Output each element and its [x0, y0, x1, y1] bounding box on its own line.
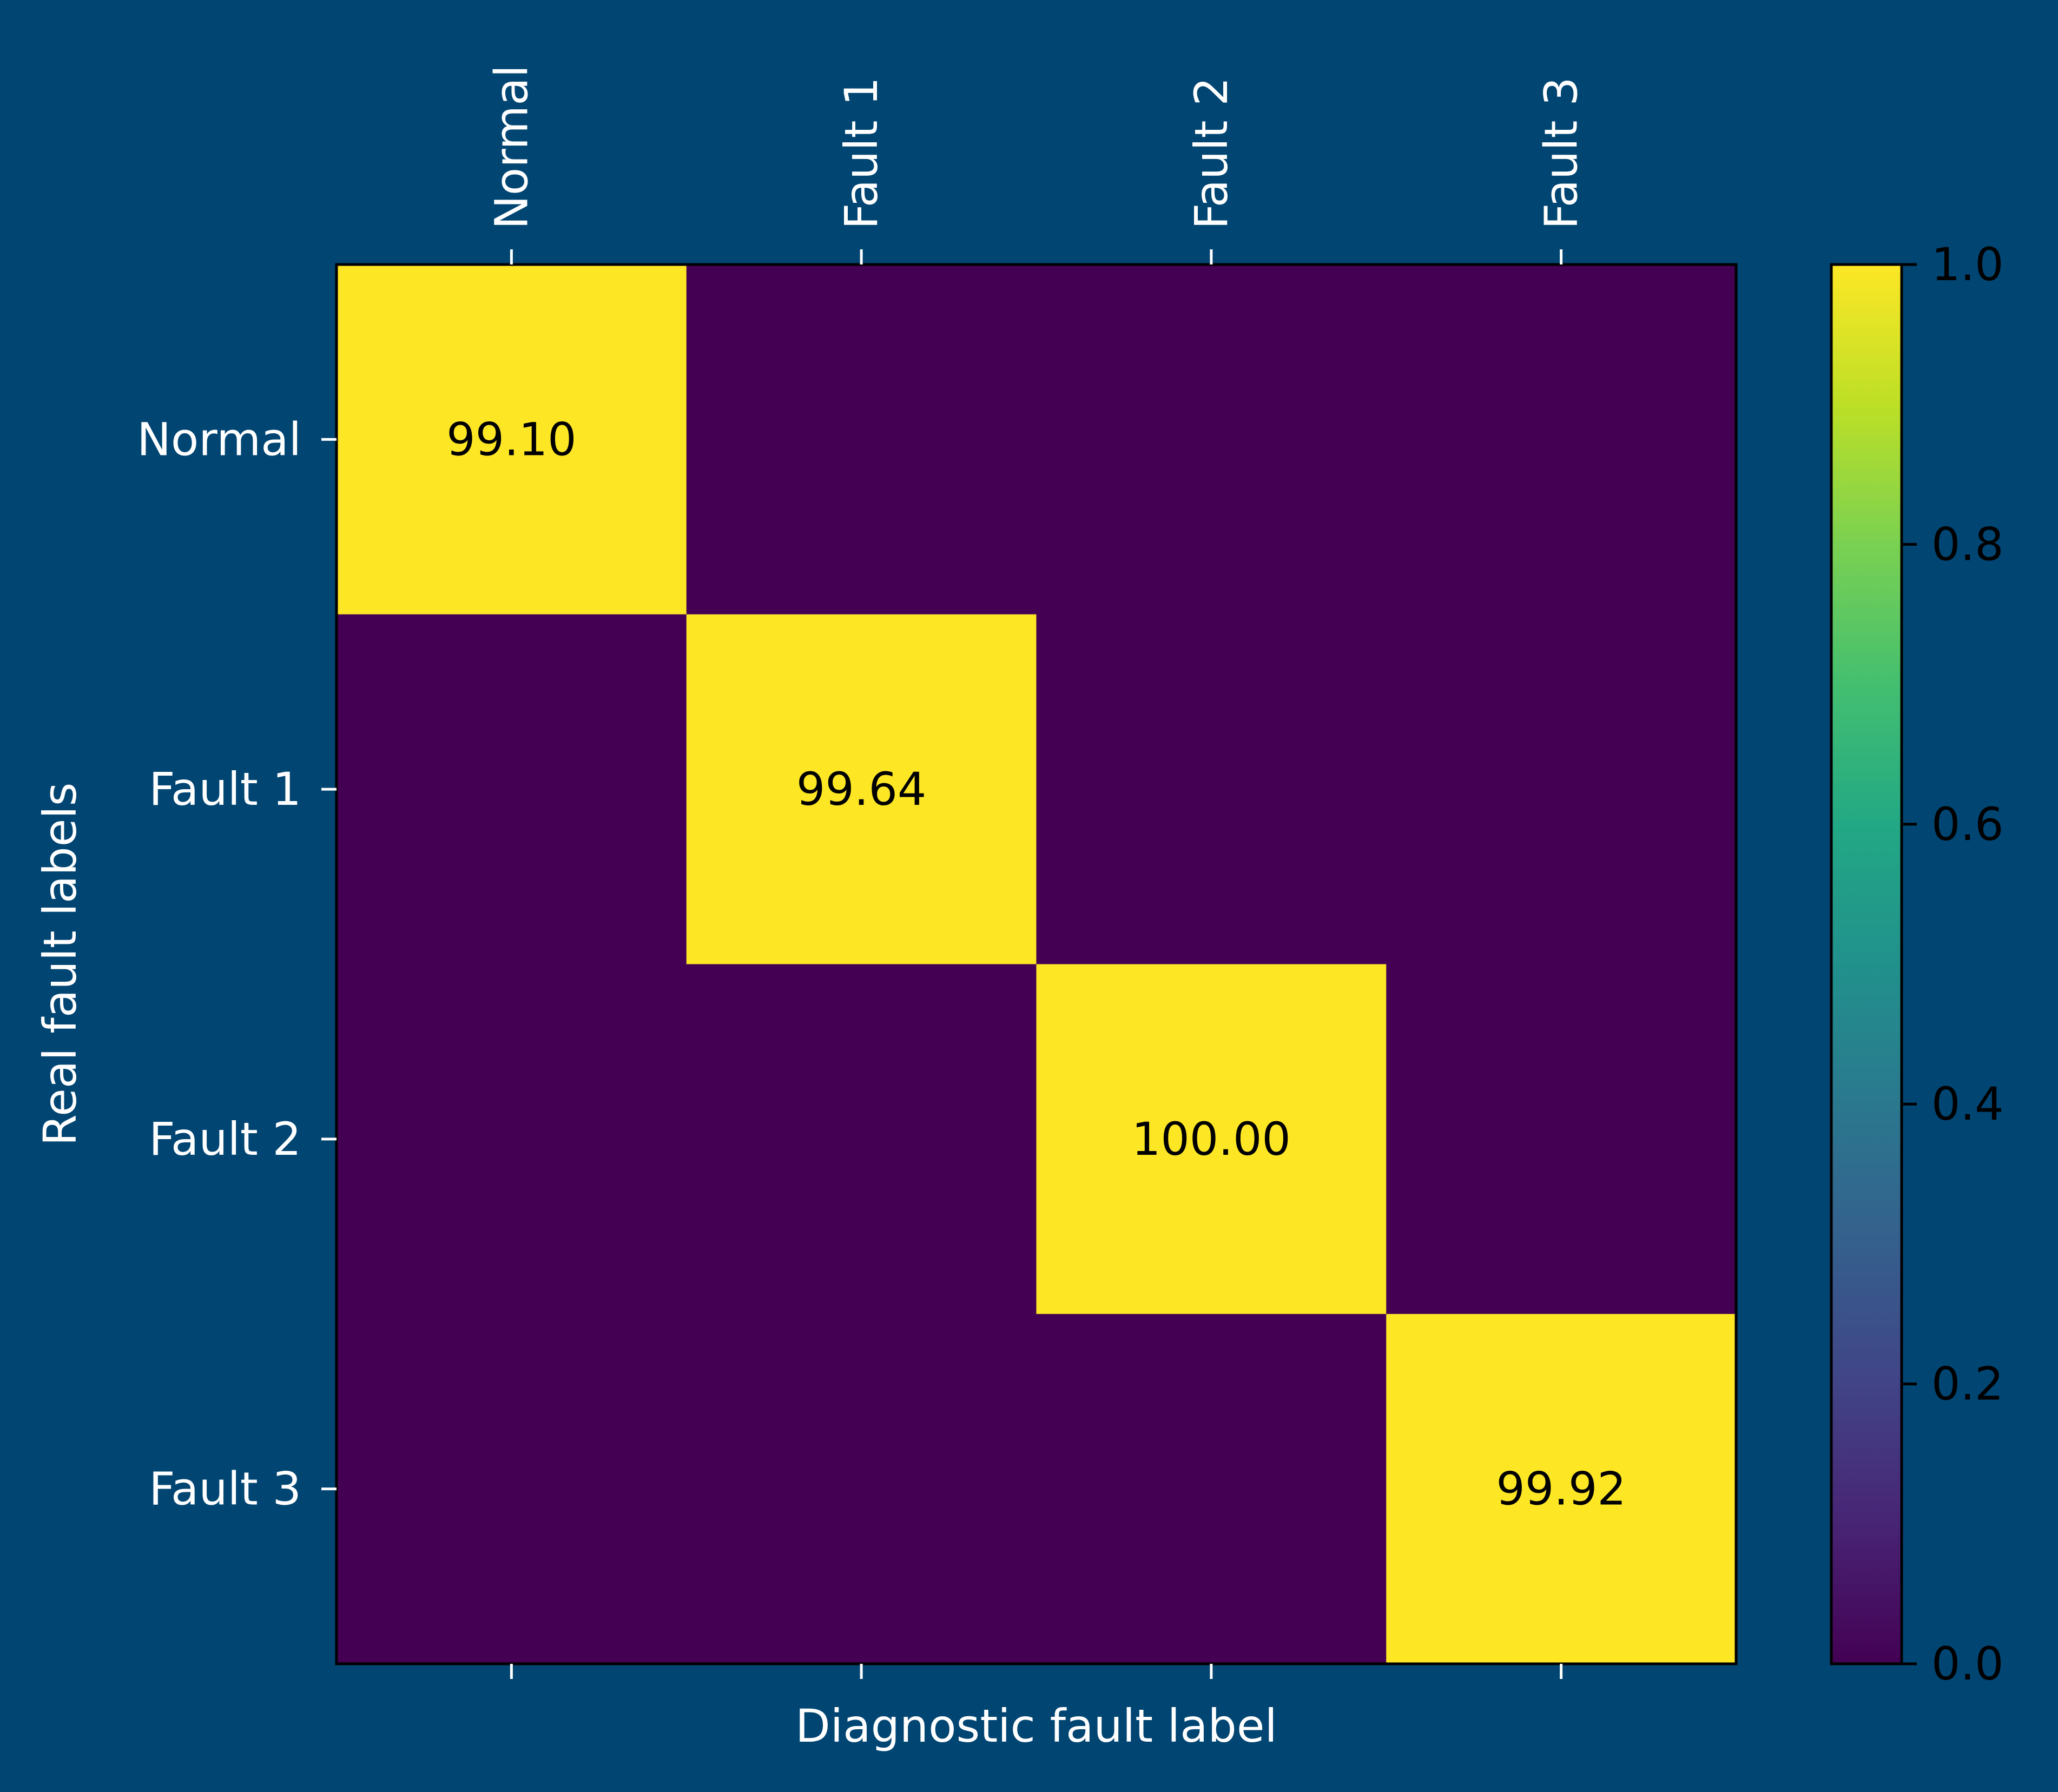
heatmap-cell-r1-c0 [337, 614, 687, 964]
colorbar-tick-label: 0.0 [1931, 1637, 2004, 1690]
cell-annotations: 99.10 99.64 100.00 99.92 [446, 413, 1626, 1515]
colorbar-tick-label: 0.2 [1931, 1358, 2004, 1411]
colorbar-gradient [1830, 263, 1903, 1665]
heatmap-cell-r3-c3 [1386, 1314, 1737, 1664]
heatmap-cell-r0-c3 [1386, 264, 1737, 615]
y-tick-label: Normal [137, 413, 301, 466]
y-tick-label: Fault 2 [149, 1113, 301, 1166]
heatmap-cell-r0-c2 [1036, 264, 1387, 615]
y-axis-label: Real fault labels [34, 783, 87, 1146]
cell-value-label: 100.00 [1132, 1113, 1291, 1166]
heatmap-cell-r1-c2 [1036, 614, 1387, 964]
colorbar-tick-label: 0.8 [1931, 518, 2004, 571]
heatmap-cell-r1-c3 [1386, 614, 1737, 964]
heatmap-cell-r0-c1 [686, 264, 1037, 615]
plot-frame [335, 263, 1738, 1665]
heatmap-cell-r0-c0 [337, 264, 687, 615]
heatmap-cell-r2-c2 [1036, 964, 1387, 1314]
x-axis-ticks: Normal Fault 1 Fault 2 Fault 3 [485, 65, 1588, 1679]
colorbar-tick-label: 0.4 [1931, 1077, 2004, 1130]
heatmap-cell-r2-c0 [337, 964, 687, 1314]
cell-value-label: 99.92 [1496, 1463, 1626, 1516]
heatmap-cell-r3-c2 [1036, 1314, 1387, 1664]
x-tick-label: Fault 1 [835, 77, 888, 229]
heatmap-cell-r2-c3 [1386, 964, 1737, 1314]
x-tick-label: Normal [485, 65, 538, 229]
y-tick-label: Fault 1 [149, 763, 301, 816]
colorbar-tick-label: 0.6 [1931, 798, 2004, 851]
y-axis-ticks: Normal Fault 1 Fault 2 Fault 3 [137, 413, 337, 1516]
heatmap-cell-r1-c1 [686, 614, 1037, 964]
x-tick-label: Fault 2 [1185, 77, 1238, 229]
colorbar-tick-label: 1.0 [1931, 238, 2004, 291]
colorbar: 0.0 0.2 0.4 0.6 0.8 1.0 [1830, 238, 2004, 1690]
heatmap-cells [337, 264, 1737, 1664]
x-tick-label: Fault 3 [1535, 77, 1588, 229]
cell-value-label: 99.10 [446, 413, 576, 466]
heatmap-cell-r3-c1 [686, 1314, 1037, 1664]
heatmap-cell-r2-c1 [686, 964, 1037, 1314]
y-tick-label: Fault 3 [149, 1463, 301, 1516]
heatmap-cell-r3-c0 [337, 1314, 687, 1664]
x-axis-label: Diagnostic fault label [795, 1700, 1277, 1753]
cell-value-label: 99.64 [796, 763, 926, 816]
